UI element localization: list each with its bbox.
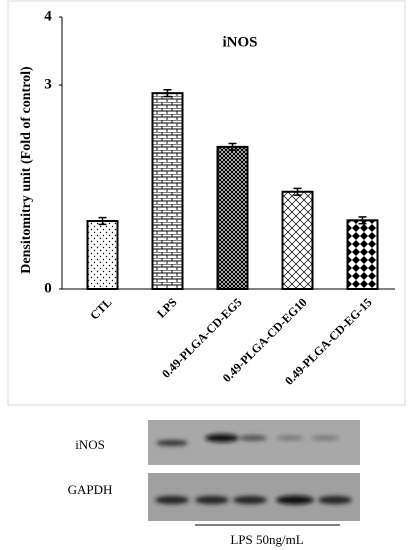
bar (281, 190, 314, 290)
bar (216, 145, 249, 290)
y-tick-label: 3 (44, 76, 52, 92)
treatment-label: LPS 50ng/mL (230, 532, 303, 547)
y-tick-label: 4 (44, 8, 52, 24)
band (156, 440, 188, 446)
y-axis-label: Densitomitry unit (Fold of control) (19, 66, 34, 274)
band (276, 435, 304, 441)
blot-label: GAPDH (68, 482, 113, 497)
x-tick-label: LPS (154, 295, 180, 321)
band (205, 434, 239, 442)
bar (86, 220, 119, 290)
chart-title: iNOS (222, 34, 257, 50)
blot-label: iNOS (75, 437, 105, 452)
band (239, 435, 267, 441)
x-tick-label: CTL (87, 295, 114, 322)
band (318, 496, 352, 504)
band (276, 495, 314, 505)
western-blot: iNOS GAPDH LPS 50ng/mL (68, 420, 360, 547)
chart-frame (7, 0, 406, 406)
band (311, 435, 339, 441)
bar (346, 219, 379, 291)
bar (151, 92, 184, 290)
band (233, 496, 267, 504)
band (195, 496, 229, 504)
y-tick-label: 0 (44, 280, 52, 296)
band (155, 496, 189, 504)
